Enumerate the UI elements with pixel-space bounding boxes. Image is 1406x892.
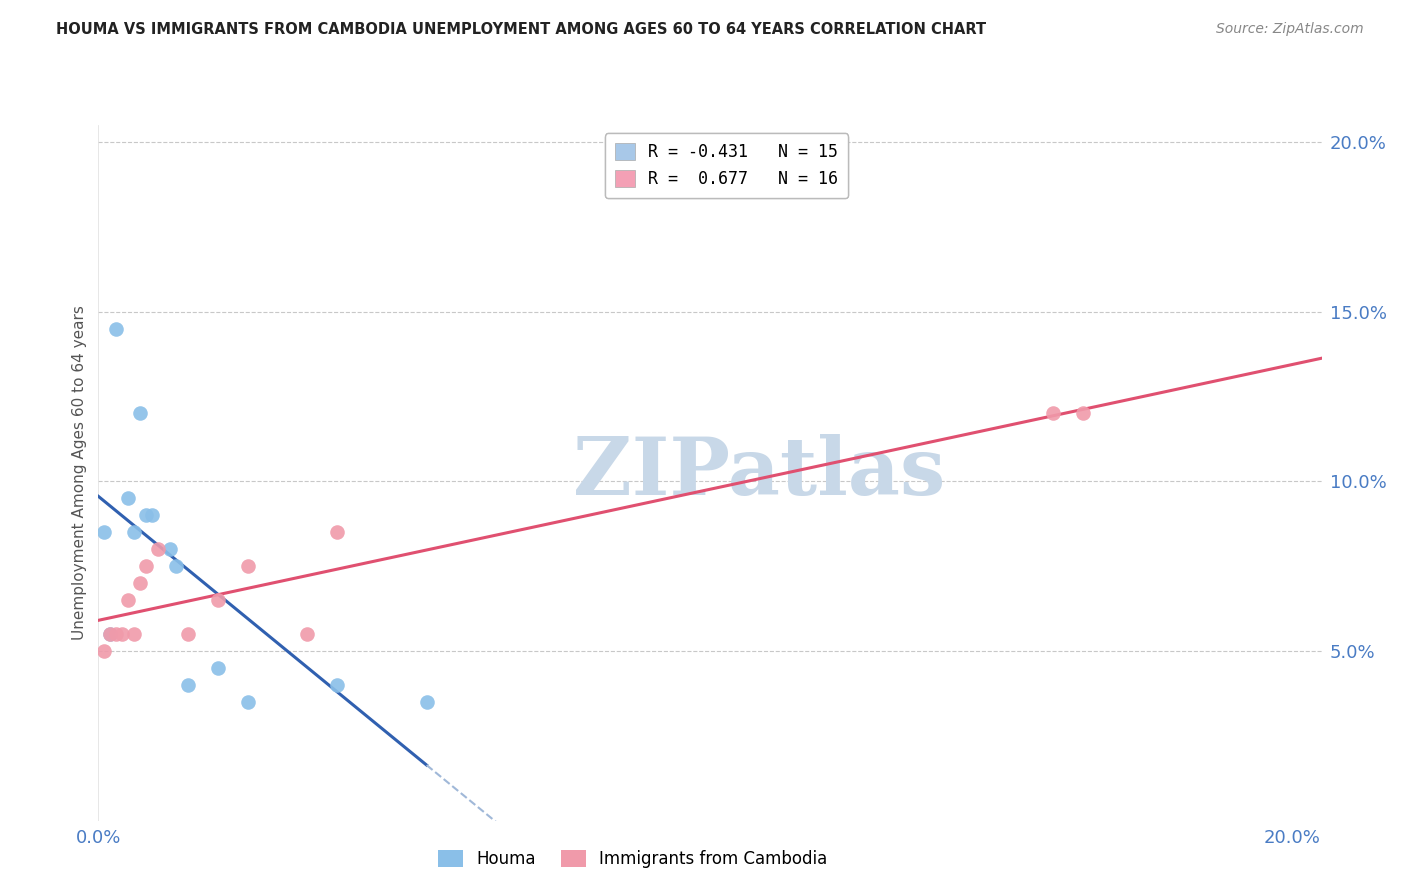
Legend: Houma, Immigrants from Cambodia: Houma, Immigrants from Cambodia [432, 843, 834, 875]
Point [236, 559, 259, 574]
Point [159, 542, 181, 557]
Point [117, 491, 139, 506]
Point [135, 559, 157, 574]
Point [326, 678, 349, 692]
Point [122, 627, 145, 641]
Point [236, 695, 259, 709]
Point [1042, 406, 1064, 420]
Point [165, 559, 187, 574]
Point [93, 525, 115, 540]
Text: Source: ZipAtlas.com: Source: ZipAtlas.com [1216, 22, 1364, 37]
Point [177, 678, 200, 692]
Point [122, 525, 145, 540]
Point [326, 525, 349, 540]
Point [177, 627, 200, 641]
Point [297, 627, 319, 641]
Point [129, 576, 152, 591]
Text: ZIPatlas: ZIPatlas [572, 434, 945, 512]
Point [146, 542, 169, 557]
Point [105, 627, 128, 641]
Point [129, 406, 152, 420]
Point [105, 321, 128, 335]
Point [93, 644, 115, 658]
Legend: R = -0.431   N = 15, R =  0.677   N = 16: R = -0.431 N = 15, R = 0.677 N = 16 [605, 133, 848, 198]
Point [135, 508, 157, 523]
Point [98, 627, 121, 641]
Point [415, 695, 437, 709]
Y-axis label: Unemployment Among Ages 60 to 64 years: Unemployment Among Ages 60 to 64 years [72, 305, 87, 640]
Point [141, 508, 163, 523]
Point [207, 661, 229, 675]
Point [117, 593, 139, 607]
Point [1071, 406, 1094, 420]
Text: HOUMA VS IMMIGRANTS FROM CAMBODIA UNEMPLOYMENT AMONG AGES 60 TO 64 YEARS CORRELA: HOUMA VS IMMIGRANTS FROM CAMBODIA UNEMPL… [56, 22, 987, 37]
Point [98, 627, 121, 641]
Point [111, 627, 134, 641]
Point [207, 593, 229, 607]
